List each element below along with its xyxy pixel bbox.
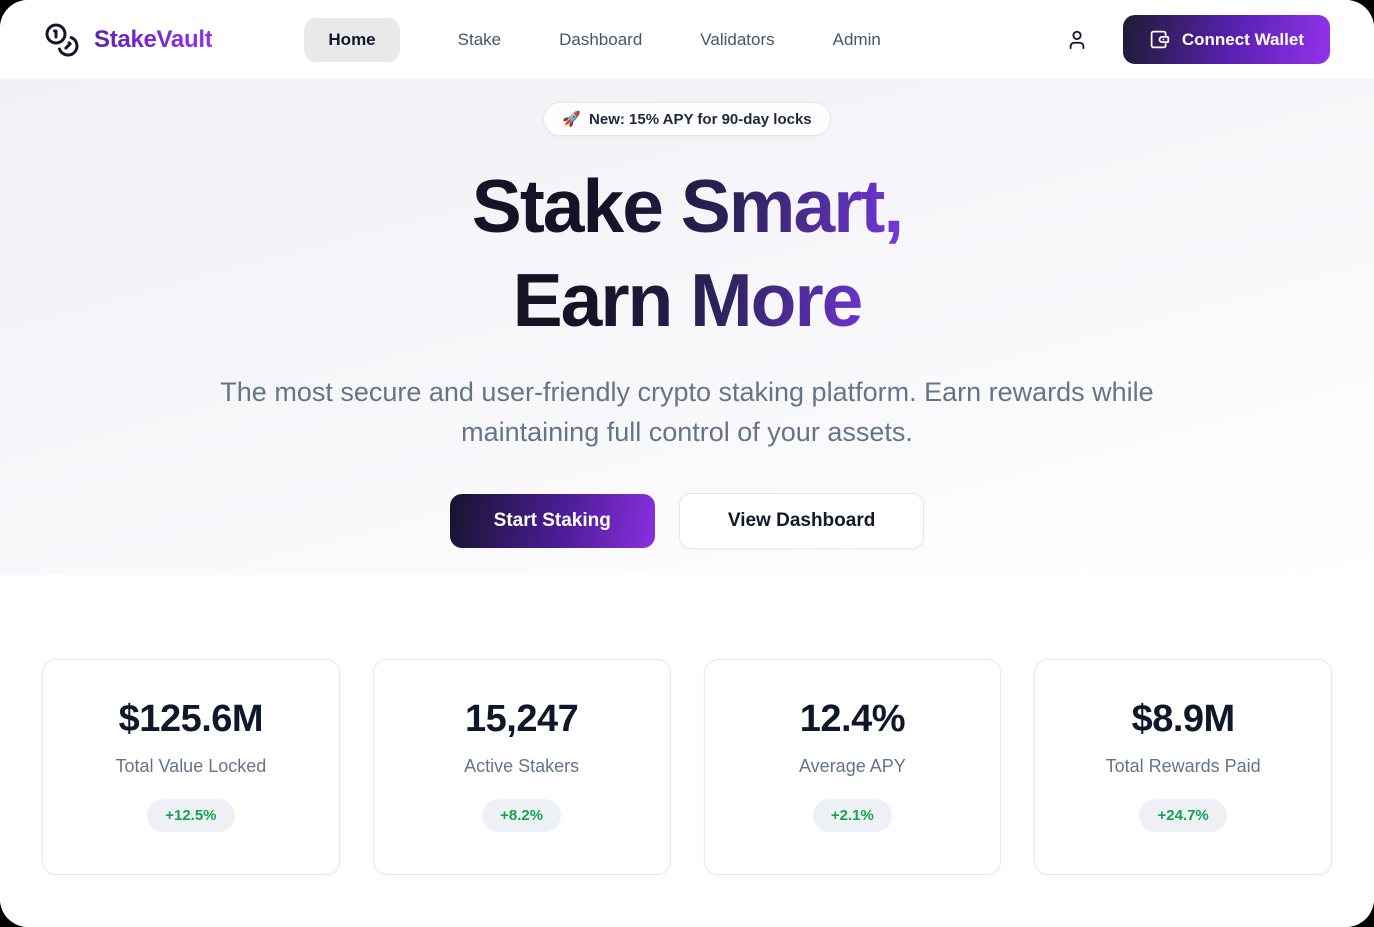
stats-grid: $125.6M Total Value Locked +12.5% 15,247… bbox=[42, 659, 1332, 875]
stat-value: $125.6M bbox=[118, 698, 264, 740]
stat-value: $8.9M bbox=[1131, 698, 1236, 740]
stats-section: $125.6M Total Value Locked +12.5% 15,247… bbox=[0, 575, 1374, 927]
nav-item-home[interactable]: Home bbox=[304, 17, 400, 62]
hero-actions: Start Staking View Dashboard bbox=[449, 492, 925, 549]
brand-logo[interactable]: StakeVault bbox=[44, 22, 213, 58]
brand-name: StakeVault bbox=[94, 25, 213, 53]
stat-change-badge: +24.7% bbox=[1139, 799, 1227, 832]
main-nav: Home Stake Dashboard Validators Admin bbox=[304, 17, 881, 62]
stat-label: Average APY bbox=[799, 756, 906, 776]
stat-value: 15,247 bbox=[465, 698, 579, 740]
stat-card-total-rewards-paid: $8.9M Total Rewards Paid +24.7% bbox=[1034, 659, 1332, 875]
top-navigation-bar: StakeVault Home Stake Dashboard Validato… bbox=[0, 0, 1374, 80]
stat-card-total-value-locked: $125.6M Total Value Locked +12.5% bbox=[42, 659, 340, 875]
view-dashboard-button[interactable]: View Dashboard bbox=[678, 492, 925, 549]
stat-change-badge: +2.1% bbox=[812, 799, 892, 832]
coins-icon bbox=[44, 22, 80, 58]
hero-title: Stake Smart, Earn More bbox=[472, 160, 902, 348]
connect-wallet-label: Connect Wallet bbox=[1181, 29, 1304, 49]
wallet-icon bbox=[1149, 29, 1170, 50]
hero-subtitle: The most secure and user-friendly crypto… bbox=[220, 376, 1154, 448]
promo-badge: 🚀 New: 15% APY for 90-day locks bbox=[543, 102, 831, 136]
stat-value: 12.4% bbox=[799, 698, 906, 740]
stat-card-active-stakers: 15,247 Active Stakers +8.2% bbox=[372, 659, 671, 875]
stat-label: Active Stakers bbox=[464, 756, 580, 776]
connect-wallet-button[interactable]: Connect Wallet bbox=[1122, 15, 1330, 64]
stat-label: Total Rewards Paid bbox=[1105, 756, 1261, 776]
user-account-button[interactable] bbox=[1057, 20, 1097, 60]
stat-card-average-apy: 12.4% Average APY +2.1% bbox=[703, 659, 1002, 875]
stat-label: Total Value Locked bbox=[115, 756, 267, 776]
hero-title-line1: Stake Smart, bbox=[471, 164, 903, 248]
start-staking-button[interactable]: Start Staking bbox=[449, 493, 655, 548]
promo-badge-text: New: 15% APY for 90-day locks bbox=[589, 110, 812, 128]
hero-section: 🚀 New: 15% APY for 90-day locks Stake Sm… bbox=[0, 80, 1374, 575]
nav-item-admin[interactable]: Admin bbox=[832, 29, 881, 49]
rocket-emoji-icon: 🚀 bbox=[562, 111, 582, 128]
hero-title-line2: Earn More bbox=[512, 257, 862, 342]
nav-item-stake[interactable]: Stake bbox=[457, 29, 502, 49]
nav-item-validators[interactable]: Validators bbox=[700, 29, 775, 49]
stat-change-badge: +8.2% bbox=[482, 799, 562, 832]
stat-change-badge: +12.5% bbox=[147, 799, 235, 832]
nav-item-dashboard[interactable]: Dashboard bbox=[559, 29, 643, 49]
user-icon bbox=[1066, 29, 1088, 51]
